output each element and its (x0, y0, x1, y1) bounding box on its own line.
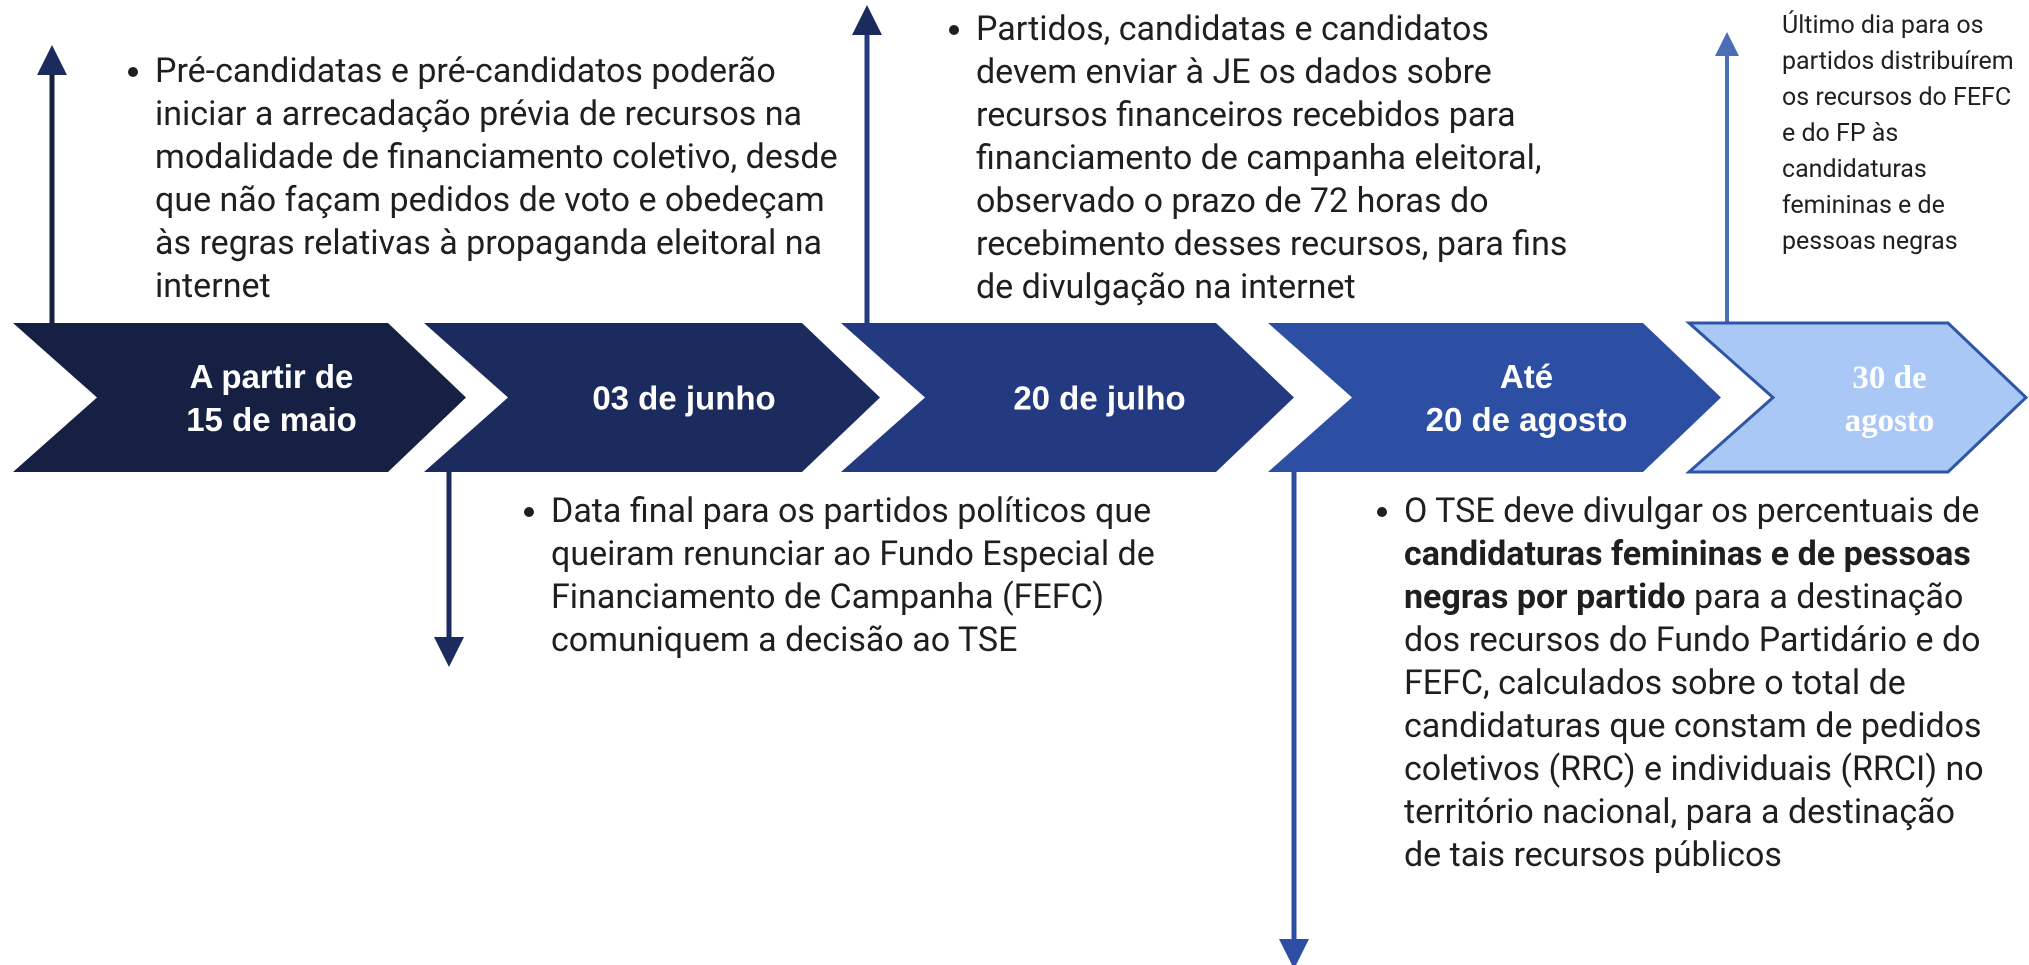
note-text: O TSE deve divulgar os percentuais de ca… (1404, 490, 1984, 877)
note-text: Partidos, candidatas e candidatos devem … (976, 8, 1576, 309)
chevron (1268, 323, 1721, 472)
step-label: 20 de julho (1013, 380, 1185, 417)
step-label: A partir de (190, 358, 354, 395)
step-label: 30 de (1852, 360, 1926, 396)
note: Partidos, candidatas e candidatos devem … (936, 8, 1576, 309)
note-segment: candidaturas femininas e de pessoas negr… (1404, 534, 1971, 617)
chevron (1685, 321, 2029, 474)
step-label: 15 de maio (186, 401, 357, 438)
note-text: Pré-candidatas e pré-candidatos poderão … (155, 50, 855, 308)
step-label: agosto (1845, 403, 1935, 439)
chevron (424, 323, 880, 472)
chevron (841, 323, 1294, 472)
note-segment: O TSE deve divulgar os percentuais de (1404, 491, 1980, 531)
note: Último dia para os partidos distribuírem… (1782, 8, 2027, 260)
note-text: Data final para os partidos políticos qu… (551, 490, 1231, 662)
note: Pré-candidatas e pré-candidatos poderão … (115, 50, 855, 308)
step-label: 20 de agosto (1426, 401, 1628, 438)
note-text: Último dia para os partidos distribuírem… (1782, 11, 2014, 256)
note: Data final para os partidos políticos qu… (511, 490, 1231, 662)
steps: A partir de 15 de maio 03 de junho 20 de ju… (13, 321, 2029, 474)
note-segment: para a destinação dos recursos do Fundo … (1404, 577, 1984, 875)
step-label: Até (1500, 358, 1553, 395)
step-label: 03 de junho (592, 380, 775, 417)
note: O TSE deve divulgar os percentuais de ca… (1364, 490, 1984, 877)
chevron (13, 323, 466, 472)
